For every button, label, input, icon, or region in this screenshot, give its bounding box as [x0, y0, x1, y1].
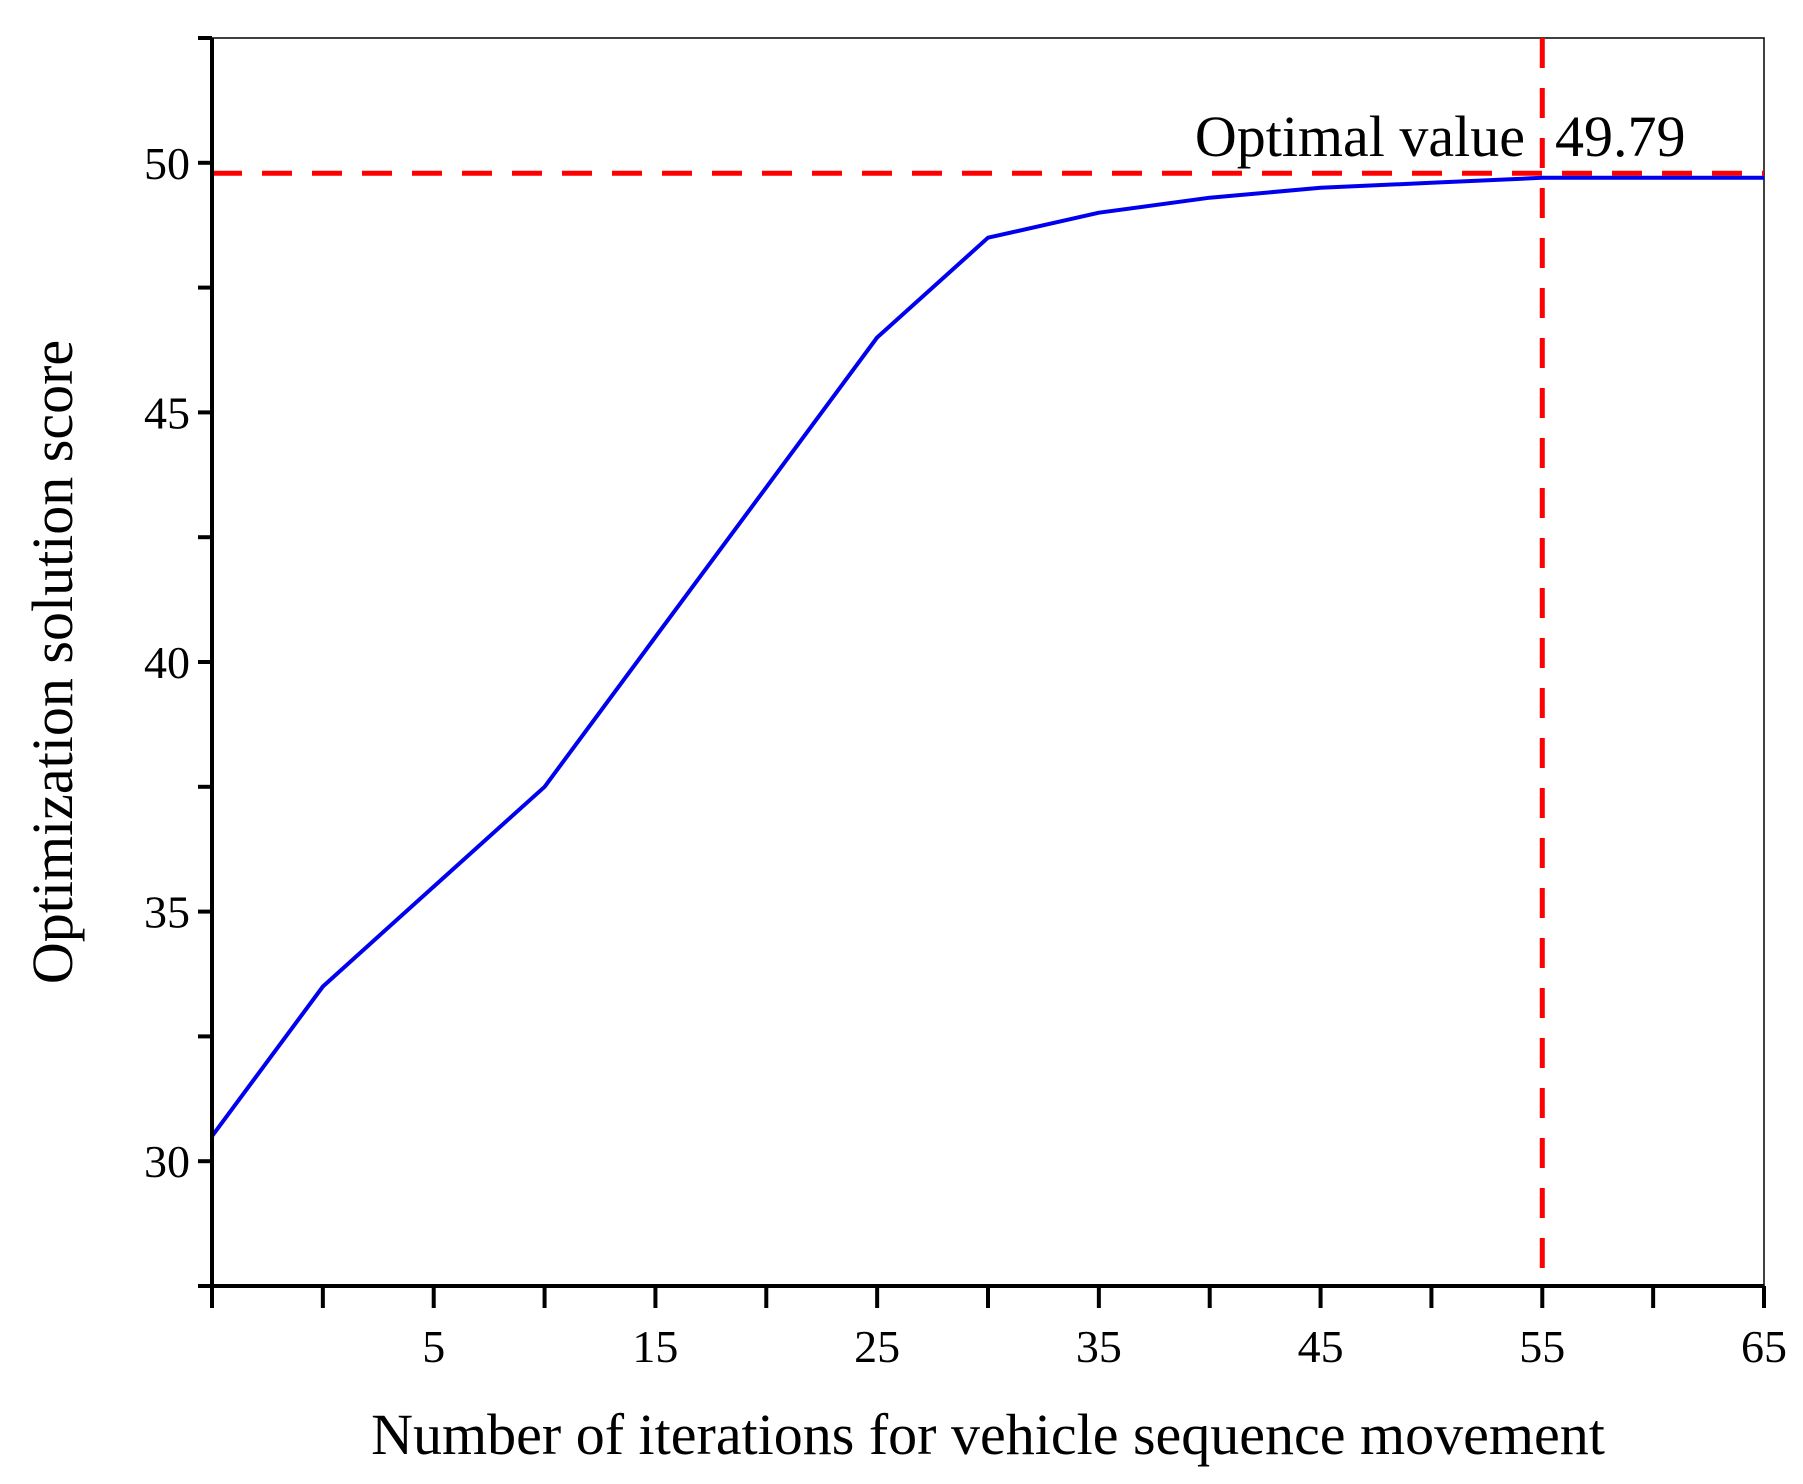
y-tick-label: 30	[144, 1136, 190, 1187]
x-tick-label: 25	[854, 1321, 900, 1372]
y-tick-label: 45	[144, 387, 190, 438]
x-tick-label: 5	[422, 1321, 445, 1372]
x-tick-label: 45	[1298, 1321, 1344, 1372]
y-tick-label: 35	[144, 887, 190, 938]
x-axis-ticks: 5 15 25 35 45 55 65	[210, 1286, 1787, 1372]
y-tick-label: 40	[144, 637, 190, 688]
reference-lines	[212, 38, 1764, 1286]
y-tick-label: 50	[144, 138, 190, 189]
annotation-label: Optimal value	[1195, 104, 1525, 169]
x-tick-label: 35	[1076, 1321, 1122, 1372]
y-axis-ticks: 30 35 40 45 50	[144, 36, 212, 1288]
x-axis-title: Number of iterations for vehicle sequenc…	[371, 1402, 1605, 1467]
y-axis-title: Optimization solution score	[20, 340, 85, 984]
plot-frame	[211, 37, 1765, 1287]
series-layer	[210, 175, 1764, 1138]
annotation-value: 49.79	[1555, 104, 1686, 169]
series-line	[210, 175, 1764, 1138]
x-tick-label: 65	[1741, 1321, 1787, 1372]
x-tick-label: 15	[632, 1321, 678, 1372]
x-tick-label: 55	[1519, 1321, 1565, 1372]
